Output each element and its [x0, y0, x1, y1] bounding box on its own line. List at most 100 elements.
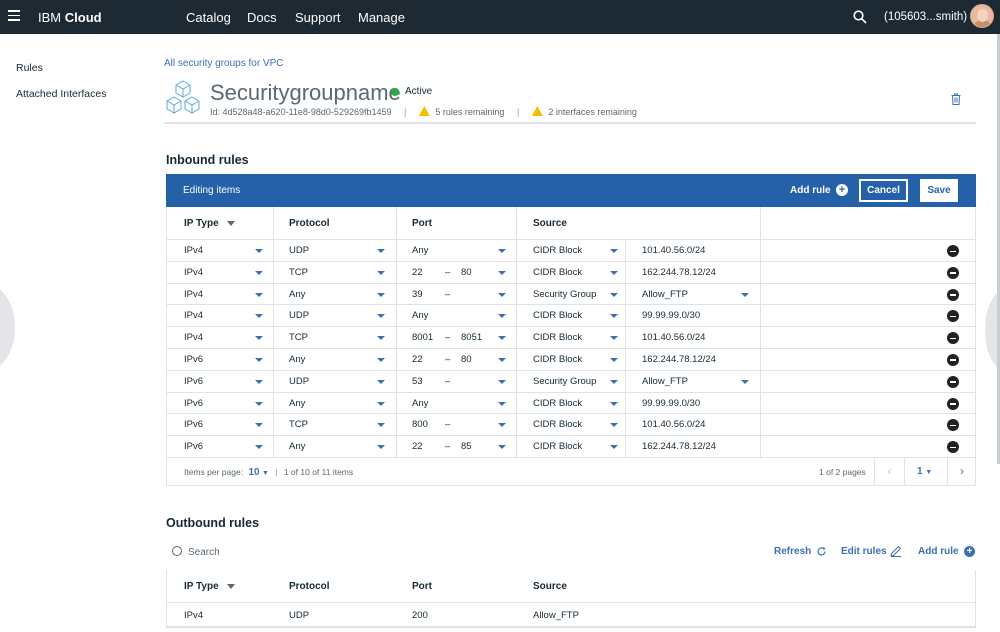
add-rule-button[interactable]: Add rule [790, 185, 831, 196]
protocol-select[interactable]: Any [289, 288, 306, 300]
chevron-down-icon[interactable] [377, 336, 385, 341]
port-from-input[interactable]: 53 [412, 375, 423, 387]
save-button[interactable]: Save [920, 179, 958, 202]
edit-icon[interactable] [890, 545, 902, 557]
chevron-down-icon[interactable] [377, 357, 385, 362]
source-value-input[interactable]: 101.40.56.0/24 [642, 332, 706, 344]
ip-type-select[interactable]: IPv4 [184, 310, 204, 322]
port-to-input[interactable]: 8051 [461, 332, 483, 344]
source-value-input[interactable]: 162.244.78.12/24 [642, 266, 716, 278]
protocol-select[interactable]: Any [289, 353, 306, 365]
port-to-input[interactable]: 80 [461, 266, 472, 278]
chevron-down-icon[interactable] [610, 336, 618, 341]
remove-icon[interactable] [947, 288, 959, 301]
source-type-select[interactable]: CIDR Block [533, 332, 583, 344]
chevron-down-icon[interactable] [498, 401, 506, 406]
chevron-down-icon[interactable] [498, 379, 506, 384]
chevron-down-icon[interactable] [377, 423, 385, 428]
source-value-input[interactable]: 101.40.56.0/24 [642, 245, 706, 256]
chevron-right-icon[interactable]: › [947, 457, 976, 485]
page-select[interactable]: 1 ▼ [904, 457, 947, 485]
protocol-select[interactable]: TCP [289, 266, 308, 278]
refresh-icon[interactable] [816, 546, 827, 557]
chevron-down-icon[interactable] [377, 249, 385, 253]
chevron-down-icon[interactable] [255, 292, 263, 297]
port-to-input[interactable]: 85 [461, 441, 472, 453]
chevron-down-icon[interactable] [377, 314, 385, 319]
port-from-input[interactable]: 800 [412, 419, 428, 431]
sidebar-item-attached-interfaces[interactable]: Attached Interfaces [16, 88, 107, 100]
chevron-down-icon[interactable] [498, 249, 506, 253]
source-type-select[interactable]: CIDR Block [533, 353, 583, 365]
protocol-select[interactable]: TCP [289, 332, 308, 344]
col-ip-type[interactable]: IP Type [184, 207, 219, 240]
ip-type-select[interactable]: IPv6 [184, 397, 204, 409]
chevron-down-icon[interactable] [255, 379, 263, 384]
protocol-select[interactable]: Any [289, 441, 306, 453]
source-type-select[interactable]: CIDR Block [533, 310, 583, 322]
cancel-button[interactable]: Cancel [859, 179, 908, 202]
remove-icon[interactable] [947, 332, 959, 345]
chevron-down-icon[interactable] [377, 270, 385, 275]
ip-type-select[interactable]: IPv4 [184, 288, 204, 300]
port-from-input[interactable]: Any [412, 310, 429, 322]
sort-icon[interactable] [227, 584, 235, 589]
chevron-down-icon[interactable] [610, 249, 618, 253]
protocol-select[interactable]: UDP [289, 310, 310, 322]
chevron-down-icon[interactable] [255, 423, 263, 428]
source-type-select[interactable]: CIDR Block [533, 419, 583, 431]
chevron-down-icon[interactable] [741, 292, 749, 297]
remove-icon[interactable] [947, 353, 959, 366]
chevron-down-icon[interactable] [255, 336, 263, 341]
chevron-down-icon[interactable] [377, 379, 385, 384]
port-from-input[interactable]: 8001 [412, 332, 434, 344]
chevron-down-icon[interactable] [741, 379, 749, 384]
chevron-down-icon[interactable] [255, 314, 263, 319]
chevron-down-icon[interactable] [377, 401, 385, 406]
port-to-input[interactable]: 80 [461, 353, 472, 365]
trash-icon[interactable] [951, 93, 961, 105]
source-value-input[interactable]: Allow_FTP [642, 288, 688, 300]
protocol-select[interactable]: UDP [289, 245, 310, 256]
remove-icon[interactable] [947, 245, 959, 257]
items-per-page-select[interactable]: 10 [248, 466, 260, 478]
chevron-down-icon[interactable] [610, 357, 618, 362]
breadcrumb[interactable]: All security groups for VPC [164, 58, 284, 69]
chevron-down-icon[interactable] [498, 314, 506, 319]
chevron-down-icon[interactable] [610, 445, 618, 450]
search-input[interactable]: Search [172, 546, 220, 558]
port-from-input[interactable]: 22 [412, 353, 423, 365]
avatar[interactable] [970, 4, 994, 28]
source-value-input[interactable]: 99.99.99.0/30 [642, 310, 701, 322]
remove-icon[interactable] [947, 266, 959, 279]
sidebar-item-rules[interactable]: Rules [16, 62, 43, 74]
port-from-input[interactable]: Any [412, 245, 429, 256]
chevron-down-icon[interactable] [498, 357, 506, 362]
chevron-down-icon[interactable] [610, 423, 618, 428]
ip-type-select[interactable]: IPv6 [184, 375, 204, 387]
remove-icon[interactable] [947, 397, 959, 410]
nav-catalog[interactable]: Catalog [186, 10, 231, 25]
scroll-left-handle[interactable] [0, 285, 15, 370]
chevron-down-icon[interactable] [610, 379, 618, 384]
chevron-down-icon[interactable] [498, 270, 506, 275]
chevron-down-icon[interactable] [498, 423, 506, 428]
ip-type-select[interactable]: IPv6 [184, 353, 204, 365]
chevron-down-icon[interactable] [498, 336, 506, 341]
remove-icon[interactable] [947, 419, 959, 432]
source-type-select[interactable]: Security Group [533, 375, 597, 387]
chevron-down-icon[interactable] [377, 292, 385, 297]
source-value-input[interactable]: Allow_FTP [642, 375, 688, 387]
ip-type-select[interactable]: IPv6 [184, 441, 204, 453]
refresh-button[interactable]: Refresh [774, 546, 811, 557]
source-type-select[interactable]: CIDR Block [533, 441, 583, 453]
remove-icon[interactable] [947, 310, 959, 323]
sort-icon[interactable] [227, 221, 235, 226]
protocol-select[interactable]: Any [289, 397, 306, 409]
source-value-input[interactable]: 162.244.78.12/24 [642, 441, 716, 453]
ip-type-select[interactable]: IPv4 [184, 266, 204, 278]
port-from-input[interactable]: 39 [412, 288, 423, 300]
chevron-down-icon[interactable] [377, 445, 385, 450]
nav-manage[interactable]: Manage [358, 10, 405, 25]
protocol-select[interactable]: UDP [289, 375, 310, 387]
